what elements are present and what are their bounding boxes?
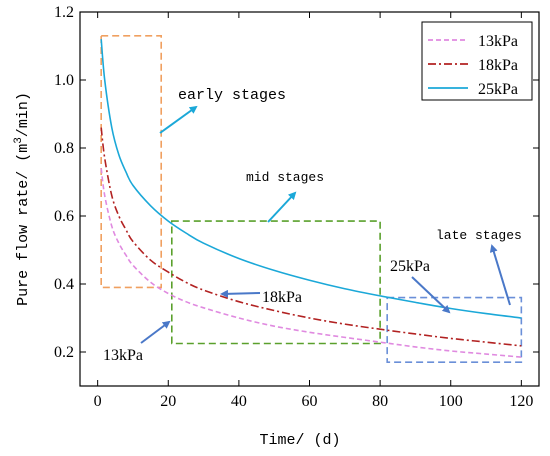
region-box-mid (171, 220, 381, 345)
legend-box (421, 21, 533, 101)
y-tick-label: 0.6 (54, 208, 74, 225)
legend-label-18kpa: 18kPa (478, 57, 518, 74)
legend-label-25kpa: 25kPa (478, 81, 518, 98)
arrow-18kpa (220, 289, 261, 298)
series-line-25kpa (100, 39, 522, 319)
y-tick-label: 1.2 (54, 4, 74, 21)
annotation-early-stages: early stages (178, 87, 286, 104)
annotation-18kpa: 18kPa (262, 289, 302, 306)
annotation-13kpa: 13kPa (103, 347, 143, 364)
region-box-late (386, 296, 523, 364)
x-tick-label: 20 (160, 393, 176, 410)
annotation-late-stages: late stages (436, 228, 522, 243)
arrow-mid-stages (267, 191, 297, 223)
annotations: early stages mid stages late stages 25kP… (103, 87, 522, 364)
x-tick-label: 60 (302, 393, 318, 410)
annotation-mid-stages: mid stages (246, 170, 324, 185)
region-box-early (100, 34, 163, 289)
y-tick-label: 0.4 (54, 276, 74, 293)
series-line-18kpa (100, 127, 522, 347)
x-tick-label: 120 (509, 393, 533, 410)
y-tick-label: 0.8 (54, 140, 74, 157)
arrow-25kpa (411, 276, 451, 314)
y-tick-label: 0.2 (54, 344, 74, 361)
y-axis-title: Pure flow rate/ (m3/min) (13, 92, 32, 306)
legend-label-13kpa: 13kPa (478, 33, 518, 50)
x-tick-label: 40 (231, 393, 247, 410)
annotation-25kpa: 25kPa (390, 258, 430, 275)
x-tick-label: 100 (439, 393, 463, 410)
x-axis-title: Time/ (d) (259, 432, 340, 449)
arrow-13kpa (140, 320, 171, 344)
x-tick-label: 80 (372, 393, 388, 410)
arrow-early-stages (159, 105, 198, 134)
y-tick-label: 1.0 (54, 72, 74, 89)
legend: 13kPa 18kPa 25kPa (421, 21, 533, 101)
series-line-13kpa (100, 168, 522, 358)
arrow-late-stages (489, 244, 511, 306)
x-tick-label: 0 (94, 393, 102, 410)
